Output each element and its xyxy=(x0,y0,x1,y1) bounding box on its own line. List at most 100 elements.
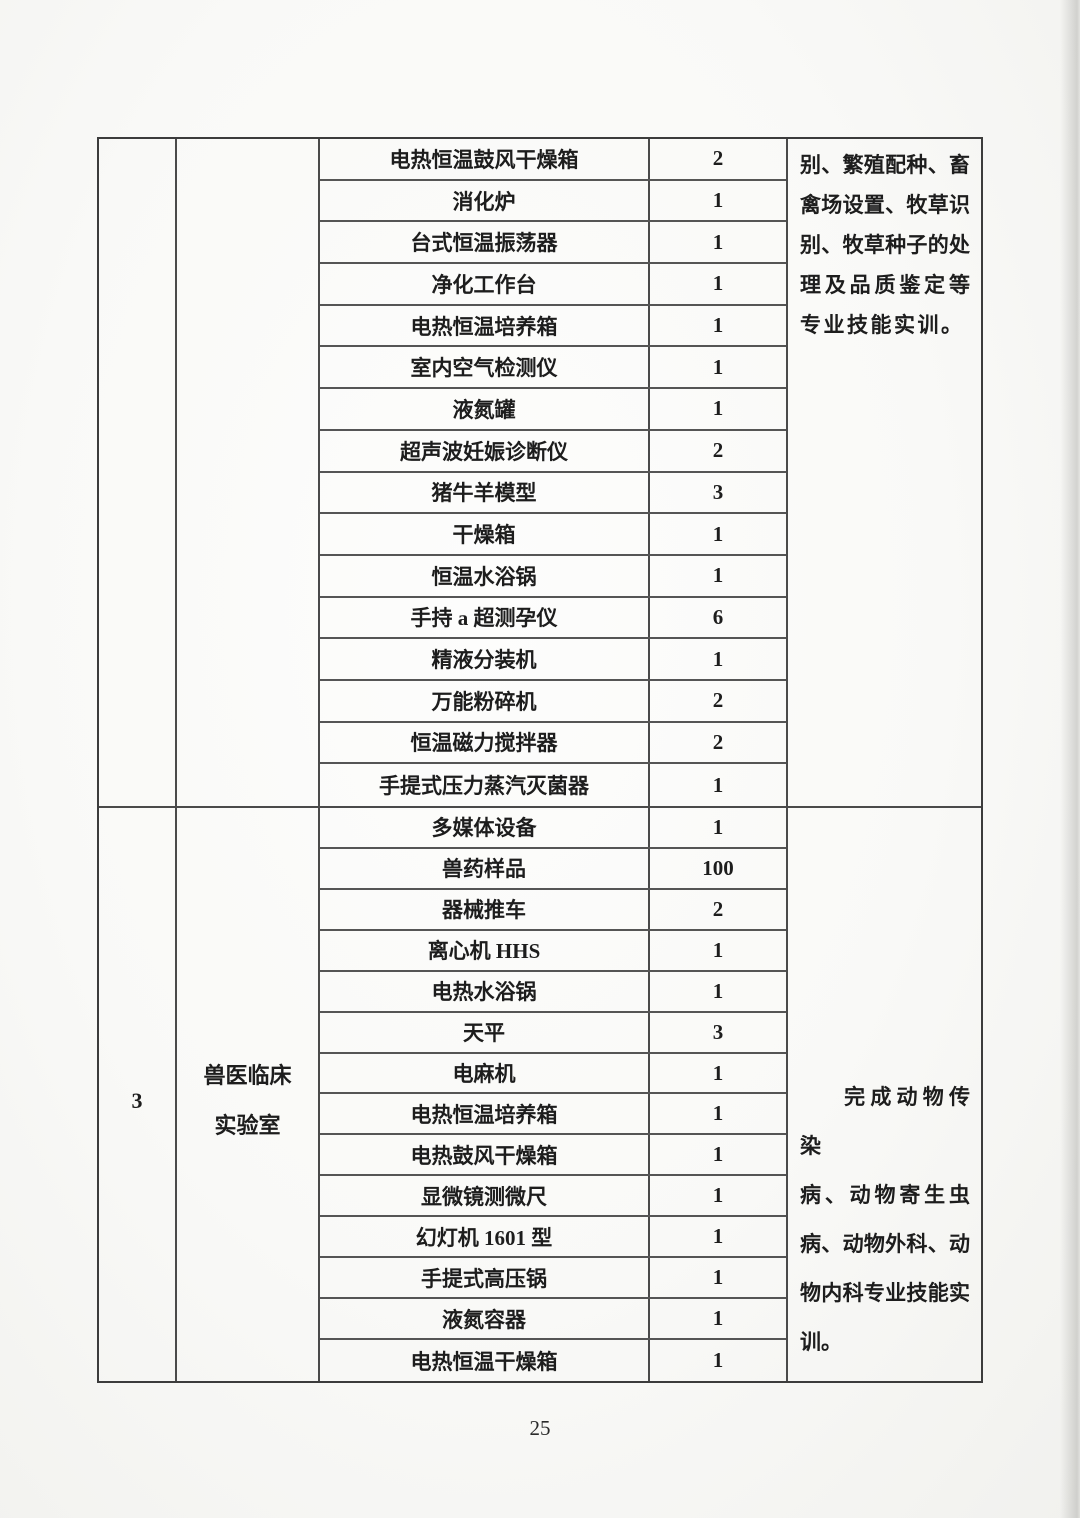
training-note-cell: 完成动物传染病、动物寄生虫 病、动物外科、动 物内科专业技能实 训。 xyxy=(788,808,981,1381)
equipment-row: 器械推车 2 xyxy=(320,889,786,931)
lab-name-cell xyxy=(177,139,320,806)
quantity-cell: 6 xyxy=(712,604,724,629)
equipment-row: 电热恒温培养箱 1 xyxy=(320,1094,786,1136)
equipment-row: 室内空气检测仪 1 xyxy=(320,347,786,390)
quantity-cell: 3 xyxy=(712,1019,724,1044)
equipment-row: 干燥箱 1 xyxy=(320,514,786,556)
equipment-row: 手提式压力蒸汽灭菌器 1 xyxy=(320,764,786,806)
equipment-name-cell: 消化炉 xyxy=(320,180,650,221)
quantity-cell: 1 xyxy=(712,1224,724,1249)
quantity-cell: 1 xyxy=(712,646,724,671)
equipment-rows: 电热恒温鼓风干燥箱 2 消化炉 1 台式恒温振荡器 1 净化工作台 1 电热恒温培养箱 1 室内空气… xyxy=(320,139,788,806)
equipment-name-cell: 电麻机 xyxy=(320,1053,650,1093)
quantity-cell: 1 xyxy=(712,1183,724,1208)
equipment-name-cell: 电热鼓风干燥箱 xyxy=(320,1135,650,1175)
note-line: 别、繁殖配种、畜 xyxy=(800,153,970,177)
quantity-cell: 2 xyxy=(712,729,724,754)
equipment-row: 精液分装机 1 xyxy=(320,639,786,681)
quantity-cell: 1 xyxy=(712,1060,724,1085)
quantity-cell: 1 xyxy=(712,396,724,421)
quantity-cell: 2 xyxy=(712,896,724,921)
row-number-cell: 3 xyxy=(99,808,177,1381)
equipment-name-cell: 干燥箱 xyxy=(320,514,650,554)
quantity-cell: 1 xyxy=(712,1142,724,1167)
equipment-row: 恒温水浴锅 1 xyxy=(320,555,786,598)
equipment-name-cell: 电热恒温培养箱 xyxy=(320,305,650,346)
equipment-name-cell: 兽药样品 xyxy=(320,848,650,888)
note-line: 禽场设置、牧草识 xyxy=(800,193,970,217)
equipment-name-cell: 天平 xyxy=(320,1012,650,1052)
equipment-name-cell: 精液分装机 xyxy=(320,639,650,679)
quantity-cell: 1 xyxy=(712,978,724,1003)
page-number: 25 xyxy=(529,1416,551,1440)
note-line: 病、动物寄生虫 xyxy=(800,1183,970,1207)
equipment-row: 兽药样品 100 xyxy=(320,848,786,890)
equipment-row: 手提式高压锅 1 xyxy=(320,1258,786,1300)
table-section-3: 3 兽医临床 实验室 多媒体设备 1 兽药样品 100 器械推车 2 离心机 HHS 1 电热水… xyxy=(99,806,981,1381)
note-line: 训。 xyxy=(800,1330,842,1354)
equipment-name-cell: 超声波妊娠诊断仪 xyxy=(320,430,650,471)
note-line: 病、动物外科、动 xyxy=(800,1232,970,1256)
equipment-name-cell: 电热水浴锅 xyxy=(320,971,650,1011)
equipment-name-cell: 电热恒温培养箱 xyxy=(320,1094,650,1134)
equipment-name-cell: 离心机 HHS xyxy=(320,930,650,970)
quantity-cell: 1 xyxy=(712,814,724,839)
equipment-row: 电热鼓风干燥箱 1 xyxy=(320,1135,786,1177)
equipment-name-cell: 液氮容器 xyxy=(320,1299,650,1339)
equipment-row: 液氮容器 1 xyxy=(320,1299,786,1341)
note-line: 物内科专业技能实 xyxy=(800,1281,970,1305)
equipment-name-cell: 多媒体设备 xyxy=(320,808,650,847)
equipment-name-cell: 猪牛羊模型 xyxy=(320,472,650,513)
equipment-row: 天平 3 xyxy=(320,1012,786,1054)
equipment-name-cell: 手提式高压锅 xyxy=(320,1258,650,1298)
quantity-cell: 1 xyxy=(712,772,724,797)
quantity-cell: 100 xyxy=(702,855,734,880)
equipment-row: 净化工作台 1 xyxy=(320,264,786,306)
equipment-name-cell: 室内空气检测仪 xyxy=(320,347,650,388)
quantity-cell: 2 xyxy=(712,438,724,463)
quantity-cell: 1 xyxy=(712,1348,724,1373)
equipment-name-cell: 器械推车 xyxy=(320,889,650,929)
equipment-name-cell: 台式恒温振荡器 xyxy=(320,222,650,263)
equipment-name-cell: 净化工作台 xyxy=(320,264,650,304)
note-line: 理及品质鉴定等 xyxy=(800,273,970,297)
equipment-name-cell: 幻灯机 1601 型 xyxy=(320,1217,650,1257)
note-line: 完成动物传染 xyxy=(800,1085,970,1158)
lab-name-line: 兽医临床 xyxy=(203,1062,292,1088)
quantity-cell: 1 xyxy=(712,271,724,296)
equipment-name-cell: 液氮罐 xyxy=(320,389,650,429)
equipment-row: 电麻机 1 xyxy=(320,1053,786,1095)
equipment-row: 手持 a 超测孕仪 6 xyxy=(320,597,786,640)
equipment-row: 恒温磁力搅拌器 2 xyxy=(320,722,786,765)
equipment-row: 消化炉 1 xyxy=(320,180,786,223)
equipment-row: 万能粉碎机 2 xyxy=(320,680,786,723)
quantity-cell: 2 xyxy=(712,688,724,713)
equipment-name-cell: 电热恒温鼓风干燥箱 xyxy=(320,139,650,179)
quantity-cell: 1 xyxy=(712,1306,724,1331)
equipment-name-cell: 万能粉碎机 xyxy=(320,680,650,721)
quantity-cell: 2 xyxy=(712,146,724,171)
equipment-row: 猪牛羊模型 3 xyxy=(320,472,786,515)
quantity-cell: 1 xyxy=(712,521,724,546)
training-note-cell: 别、繁殖配种、畜 禽场设置、牧草识 别、牧草种子的处 理及品质鉴定等 专业技能实训。 xyxy=(788,139,981,806)
quantity-cell: 3 xyxy=(712,479,724,504)
table-section-continuation: 电热恒温鼓风干燥箱 2 消化炉 1 台式恒温振荡器 1 净化工作台 1 电热恒温培养箱 1 室内空气… xyxy=(99,139,981,806)
equipment-row: 电热恒温培养箱 1 xyxy=(320,305,786,348)
quantity-cell: 1 xyxy=(712,354,724,379)
equipment-row: 台式恒温振荡器 1 xyxy=(320,222,786,265)
equipment-name-cell: 手提式压力蒸汽灭菌器 xyxy=(320,764,650,806)
equipment-rows: 多媒体设备 1 兽药样品 100 器械推车 2 离心机 HHS 1 电热水浴锅 1 天平 3 电麻机 1 电… xyxy=(320,808,788,1381)
equipment-row: 电热水浴锅 1 xyxy=(320,971,786,1013)
equipment-name-cell: 电热恒温干燥箱 xyxy=(320,1340,650,1381)
row-number-cell xyxy=(99,139,177,806)
page-edge-shadow xyxy=(1060,0,1080,1518)
equipment-row: 电热恒温鼓风干燥箱 2 xyxy=(320,139,786,181)
equipment-row: 幻灯机 1601 型 1 xyxy=(320,1217,786,1259)
equipment-row: 离心机 HHS 1 xyxy=(320,930,786,972)
lab-name-cell: 兽医临床 实验室 xyxy=(177,808,320,1381)
equipment-name-cell: 显微镜测微尺 xyxy=(320,1176,650,1216)
equipment-row: 多媒体设备 1 xyxy=(320,808,786,849)
quantity-cell: 1 xyxy=(712,229,724,254)
equipment-row: 电热恒温干燥箱 1 xyxy=(320,1340,786,1381)
